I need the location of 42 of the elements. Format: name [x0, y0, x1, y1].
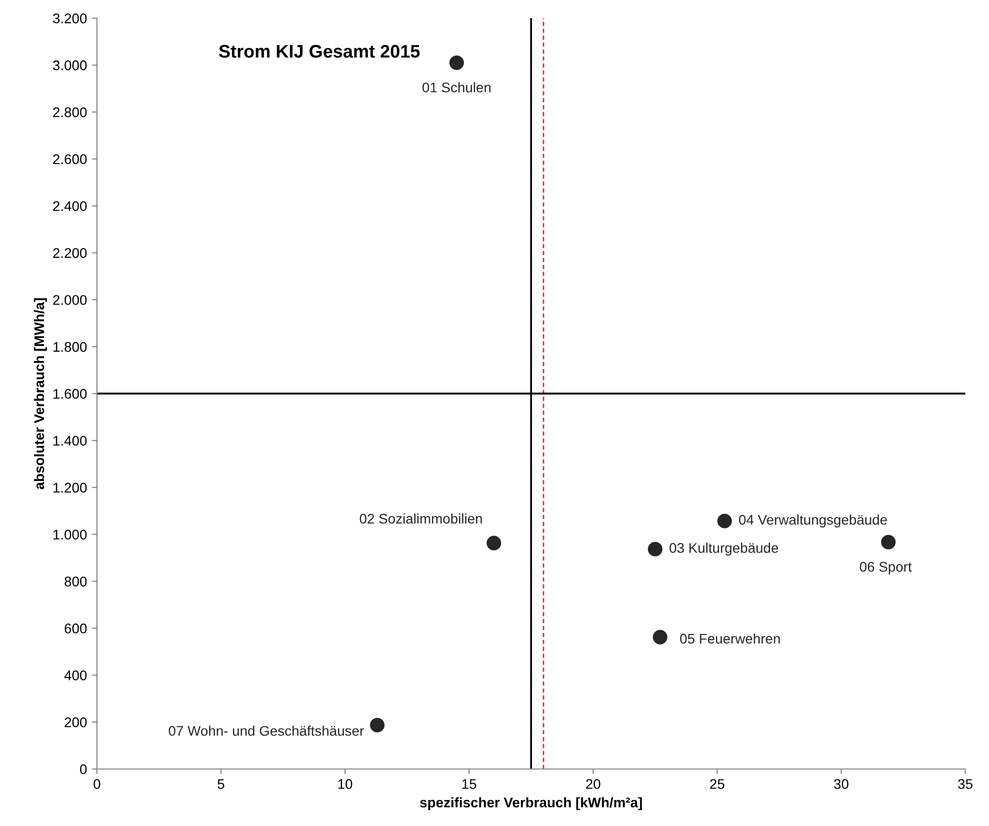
annotation: 02 Sozialimmobilien — [360, 513, 482, 524]
x-tick-label: 30 — [834, 779, 848, 789]
annotation: 01 Schulen — [422, 82, 491, 92]
x-tick-label: 0 — [94, 779, 100, 789]
point — [652, 630, 668, 644]
point — [717, 514, 732, 528]
point — [449, 55, 464, 70]
y-tick-label: 0 — [80, 764, 87, 774]
y-tick-label: 2.200 — [53, 248, 87, 258]
y-tick-label: 2.000 — [53, 295, 87, 305]
x-tick-label: 10 — [338, 779, 352, 789]
y-tick-label: 200 — [64, 717, 87, 728]
annotation: 07 Wohn- und Geschäftshäuser — [168, 726, 364, 736]
x-tick-label: 20 — [586, 779, 600, 789]
y-tick-label: 3.200 — [52, 14, 87, 24]
x-axis-title: spezifischer Verbrauch [kWh/m²a] — [420, 797, 642, 810]
y-tick-label: 1.000 — [54, 530, 87, 540]
point — [648, 542, 662, 556]
x-tick-label: 35 — [958, 779, 972, 789]
point — [881, 534, 896, 550]
x-tick-label: 25 — [710, 779, 724, 789]
y-tick-label: 400 — [64, 670, 87, 680]
y-tick-label: 800 — [64, 576, 87, 586]
y-tick-label: 1.200 — [54, 482, 87, 493]
y-tick-label: 3.000 — [52, 60, 87, 70]
annotation: 04 Verwaltungsgebäude — [739, 514, 887, 528]
point — [370, 718, 385, 732]
y-tick-label: 1.600 — [54, 388, 87, 399]
y-tick-label: 2.800 — [53, 107, 87, 118]
y-tick-label: 1.800 — [54, 342, 87, 352]
y-axis-title: absoluter Verbrauch [MWh/a] — [34, 298, 47, 490]
y-tick-label: 1.400 — [54, 436, 87, 446]
text: Strom KIJ Gesamt 2015 — [219, 44, 420, 58]
y-tick-label: 2.400 — [53, 201, 87, 212]
annotation: 05 Feuerwehren — [680, 633, 780, 644]
y-tick-label: 2.600 — [53, 154, 87, 164]
x-tick-label: 15 — [462, 779, 476, 789]
point — [486, 536, 502, 550]
y-tick-label: 600 — [64, 624, 87, 634]
annotation: 06 Sport — [860, 562, 912, 575]
x-tick-label: 5 — [218, 779, 224, 789]
annotation: 03 Kulturgebäude — [670, 542, 778, 556]
